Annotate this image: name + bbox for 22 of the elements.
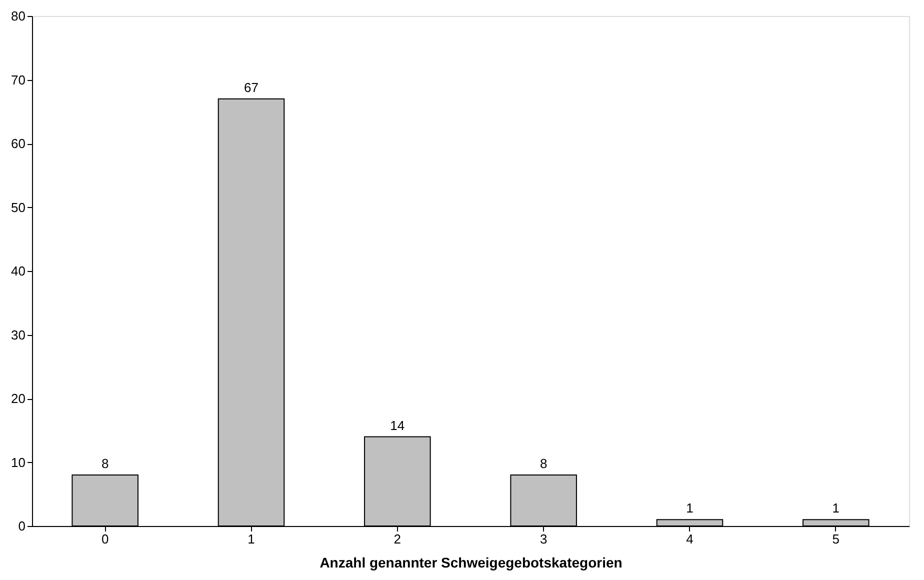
y-tick-label: 60 <box>11 136 26 151</box>
data-label: 14 <box>390 418 405 433</box>
data-label: 8 <box>540 456 548 471</box>
x-tick-label: 2 <box>394 532 402 546</box>
y-tick-label: 30 <box>11 327 26 342</box>
x-axis-title: Anzahl genannter Schweigegebotskategorien <box>320 554 622 570</box>
y-tick-label: 0 <box>18 518 26 534</box>
data-label: 8 <box>101 456 109 471</box>
y-tick-label: 50 <box>11 200 26 215</box>
y-tick-label: 10 <box>11 454 26 470</box>
y-tick-label: 20 <box>11 391 26 406</box>
y-tick-label: 40 <box>11 264 26 278</box>
data-label: 1 <box>832 500 840 516</box>
x-tick-label: 4 <box>686 532 694 546</box>
x-tick-label: 3 <box>540 532 548 546</box>
x-tick-label: 1 <box>248 532 255 546</box>
y-tick-label: 70 <box>11 72 26 88</box>
y-tick-label: 80 <box>11 8 26 24</box>
data-label: 67 <box>244 80 258 95</box>
data-label: 1 <box>686 500 694 516</box>
x-tick-label: 5 <box>832 532 840 546</box>
x-tick-label: 0 <box>101 532 109 546</box>
